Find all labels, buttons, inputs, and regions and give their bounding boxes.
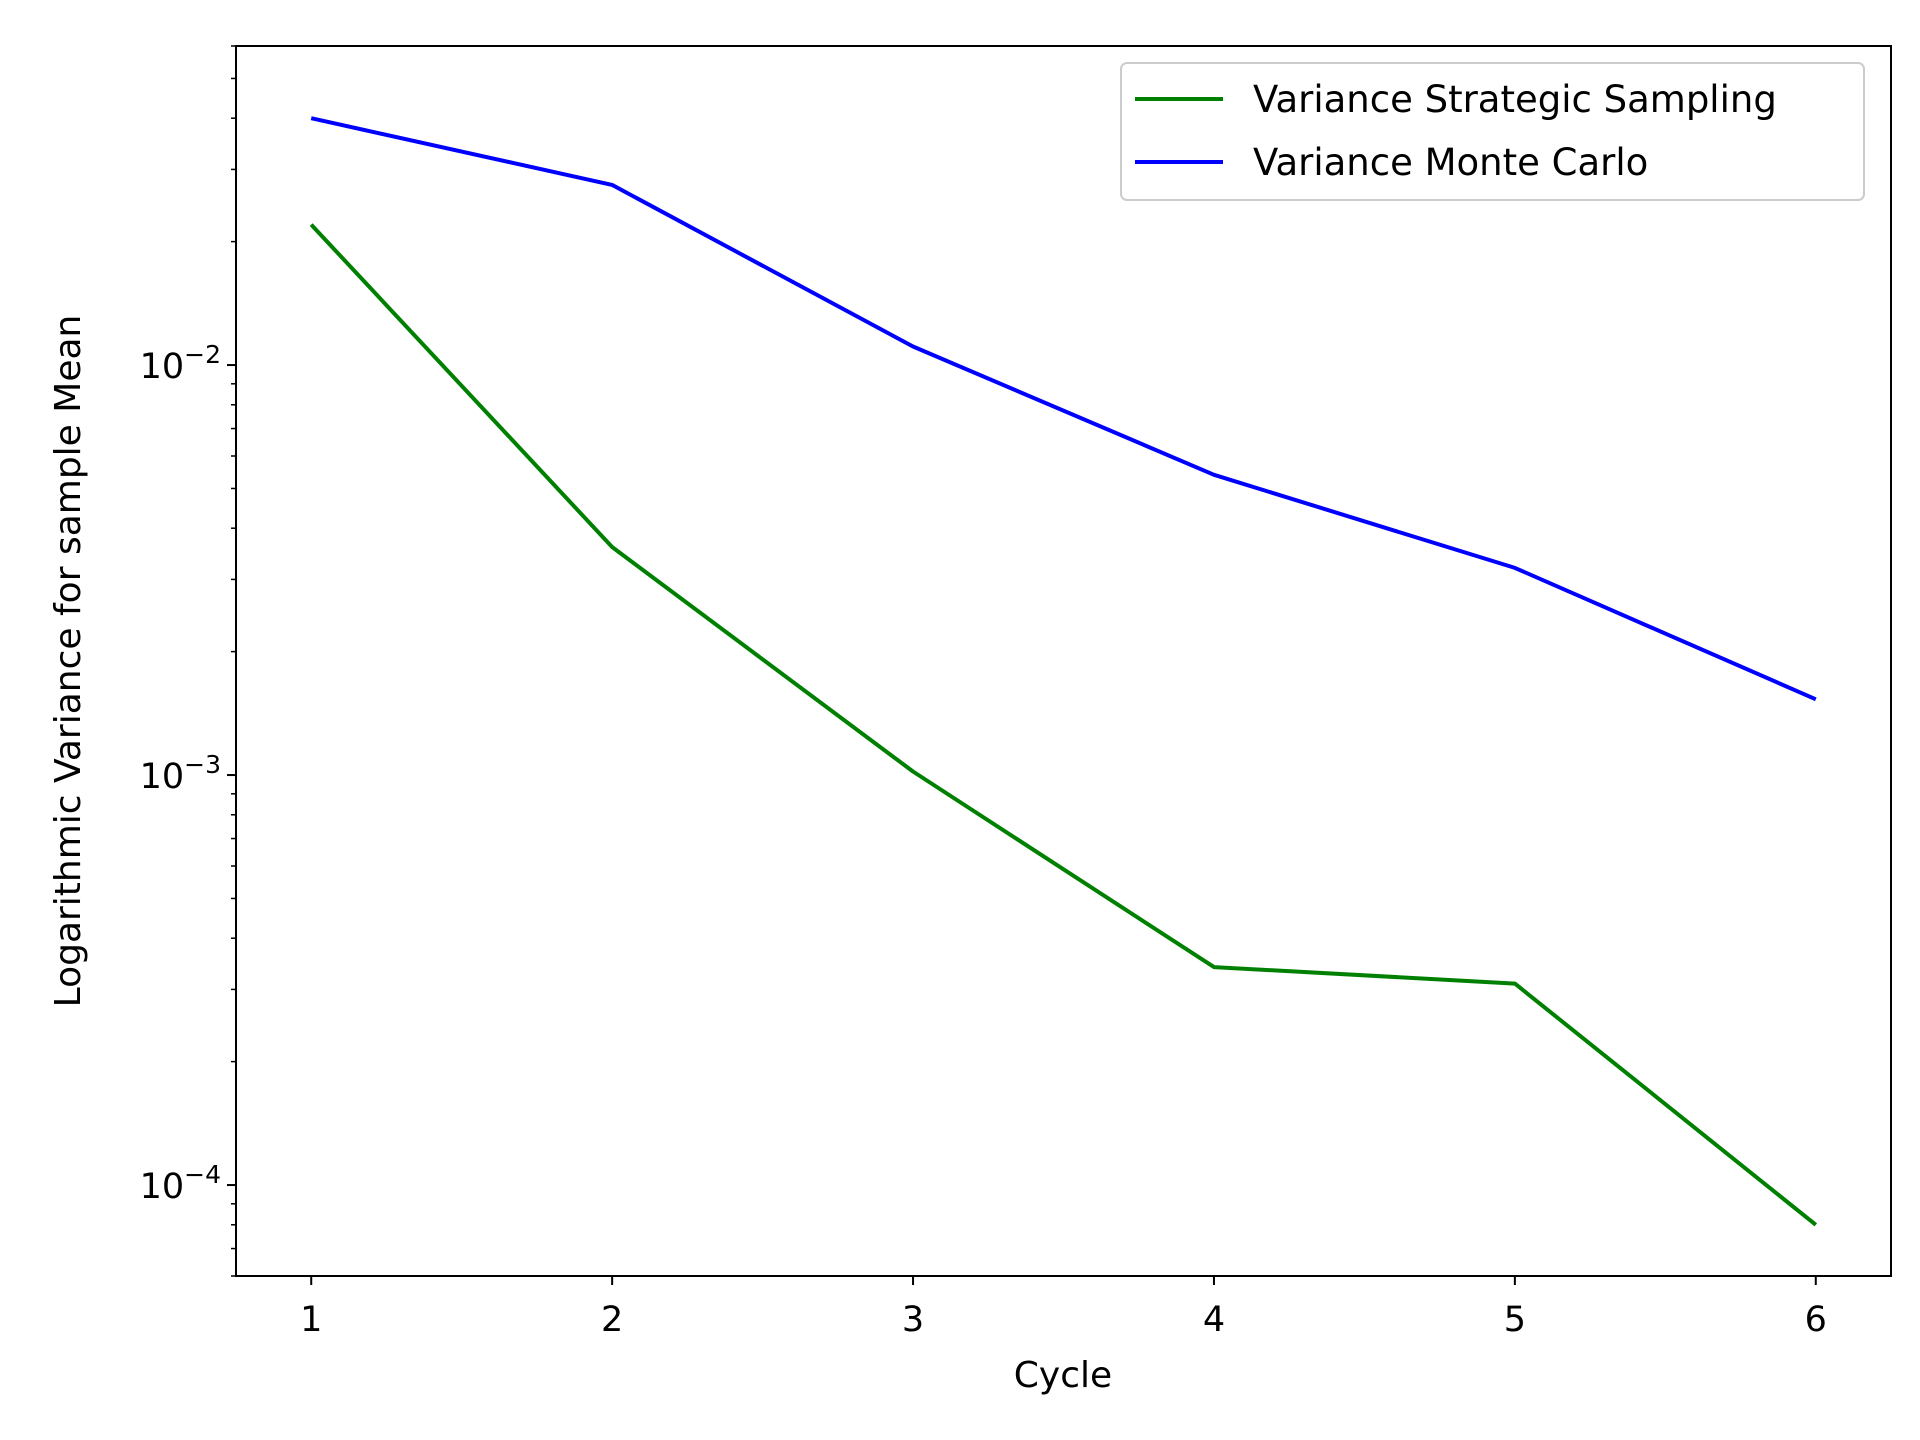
legend: Variance Strategic Sampling Variance Mont…: [1120, 62, 1865, 201]
series-line-2: [310, 116, 1817, 702]
plot-area-frame: [235, 45, 1892, 1277]
legend-label-1: Variance Strategic Sampling: [1253, 78, 1777, 121]
x-axis-label: Cycle: [1014, 1355, 1112, 1396]
x-tick-label: 6: [1805, 1300, 1827, 1340]
x-tick-label: 4: [1203, 1300, 1225, 1340]
legend-box: [1120, 62, 1865, 201]
legend-label-2: Variance Monte Carlo: [1253, 141, 1648, 184]
x-tick-label: 3: [902, 1300, 924, 1340]
x-tick-label: 2: [601, 1300, 623, 1340]
x-tick-label: 5: [1504, 1300, 1526, 1340]
x-tick-label: 1: [300, 1300, 322, 1340]
x-axis: 1 2 3 4 5 6: [300, 1276, 1827, 1340]
series-line-1: [309, 223, 1818, 1227]
y-axis-label: Logarithmic Variance for sample Mean: [48, 315, 89, 1008]
series-layer: [309, 116, 1818, 1227]
